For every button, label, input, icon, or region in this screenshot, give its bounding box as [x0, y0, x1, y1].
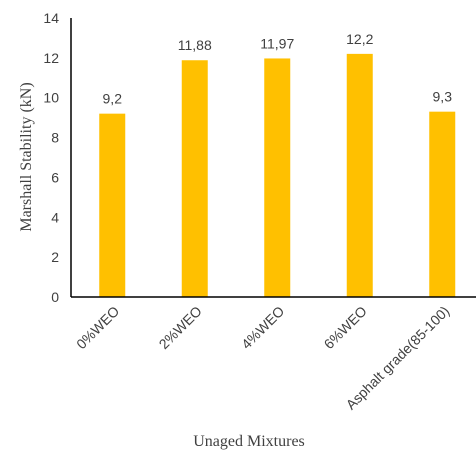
data-labels: 9,2 11,88 11,97 12,2 9,3 — [103, 31, 453, 107]
bar — [181, 60, 208, 298]
data-label: 11,88 — [178, 37, 212, 53]
y-tick-label: 6 — [51, 169, 59, 185]
bar — [264, 58, 291, 297]
data-label: 11,97 — [260, 35, 294, 51]
bar — [429, 111, 456, 298]
y-tick-label: 2 — [51, 249, 59, 265]
data-label: 12,2 — [346, 31, 373, 47]
y-axis-title: Marshall Stability (kN) — [18, 82, 35, 231]
data-label: 9,2 — [103, 91, 123, 107]
y-tick-label: 10 — [43, 90, 59, 106]
y-tick-label: 12 — [43, 50, 59, 66]
y-axis-ticks: 0 2 4 6 8 10 12 14 — [43, 10, 59, 305]
data-label: 9,3 — [433, 89, 453, 105]
x-category-label: 6%WEO — [321, 303, 370, 352]
x-category-label: 4%WEO — [238, 303, 287, 352]
x-axis-title: Unaged Mixtures — [193, 433, 305, 450]
bar — [346, 53, 373, 297]
x-category-label: 2%WEO — [156, 303, 205, 352]
y-tick-label: 0 — [51, 289, 59, 305]
y-tick-label: 14 — [43, 10, 59, 26]
y-tick-label: 4 — [51, 209, 59, 225]
bar-series — [99, 53, 456, 298]
x-category-label: 0%WEO — [73, 303, 122, 352]
bar — [99, 113, 126, 298]
y-tick-label: 8 — [51, 130, 59, 146]
